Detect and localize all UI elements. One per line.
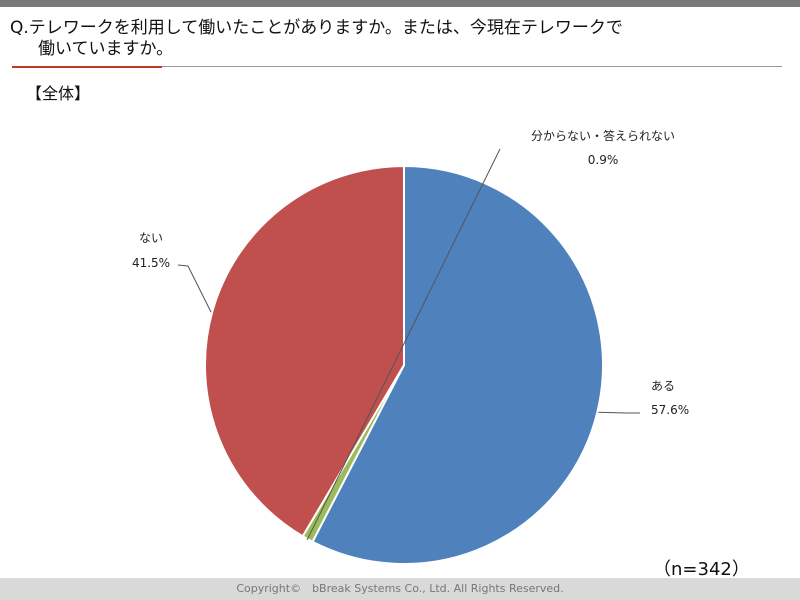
slice-label-wakaranai: 分からない・答えられない bbox=[531, 128, 675, 143]
title-accent-underline bbox=[12, 66, 162, 68]
question-line-1: Q.テレワークを利用して働いたことがありますか。または、今現在テレワークで bbox=[10, 18, 623, 38]
leader-line-aru bbox=[598, 411, 640, 414]
slice-label-aru: ある bbox=[651, 379, 675, 393]
slice-label-nai: ない bbox=[139, 231, 163, 245]
slice-value-aru: 57.6% bbox=[651, 403, 689, 417]
pie-slice-aru bbox=[311, 164, 604, 565]
title-divider bbox=[12, 66, 782, 67]
question-line-2: 働いていますか。 bbox=[38, 39, 174, 59]
leader-line-nai bbox=[177, 264, 212, 313]
question-title: Q.テレワークを利用して働いたことがありますか。または、今現在テレワークで 働い… bbox=[10, 18, 780, 60]
slice-value-nai: 41.5% bbox=[132, 256, 170, 270]
segment-label: 【全体】 bbox=[26, 84, 91, 103]
footer: Copyright© bBreak Systems Co., Ltd. All … bbox=[0, 578, 800, 600]
leader-line-wakaranai bbox=[306, 148, 501, 541]
sample-size-label: （n=342） bbox=[653, 559, 750, 580]
slice-value-wakaranai: 0.9% bbox=[588, 153, 619, 167]
copyright-text: Copyright© bBreak Systems Co., Ltd. All … bbox=[236, 582, 564, 595]
top-bar bbox=[0, 0, 800, 7]
